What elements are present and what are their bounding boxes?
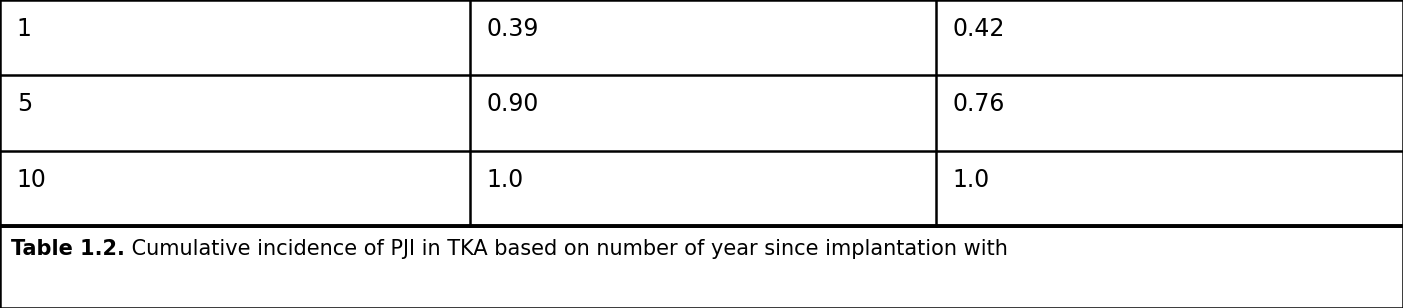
Text: 5: 5 <box>17 92 32 116</box>
Text: 0.42: 0.42 <box>953 17 1005 41</box>
Text: 10: 10 <box>17 168 46 192</box>
Text: 0.76: 0.76 <box>953 92 1005 116</box>
Text: Table 1.2.: Table 1.2. <box>11 239 125 259</box>
Text: 0.90: 0.90 <box>487 92 539 116</box>
Text: 1: 1 <box>17 17 32 41</box>
Text: 1.0: 1.0 <box>953 168 991 192</box>
Text: 1.0: 1.0 <box>487 168 525 192</box>
Text: Cumulative incidence of PJI in TKA based on number of year since implantation wi: Cumulative incidence of PJI in TKA based… <box>125 239 1007 259</box>
Text: 0.39: 0.39 <box>487 17 539 41</box>
